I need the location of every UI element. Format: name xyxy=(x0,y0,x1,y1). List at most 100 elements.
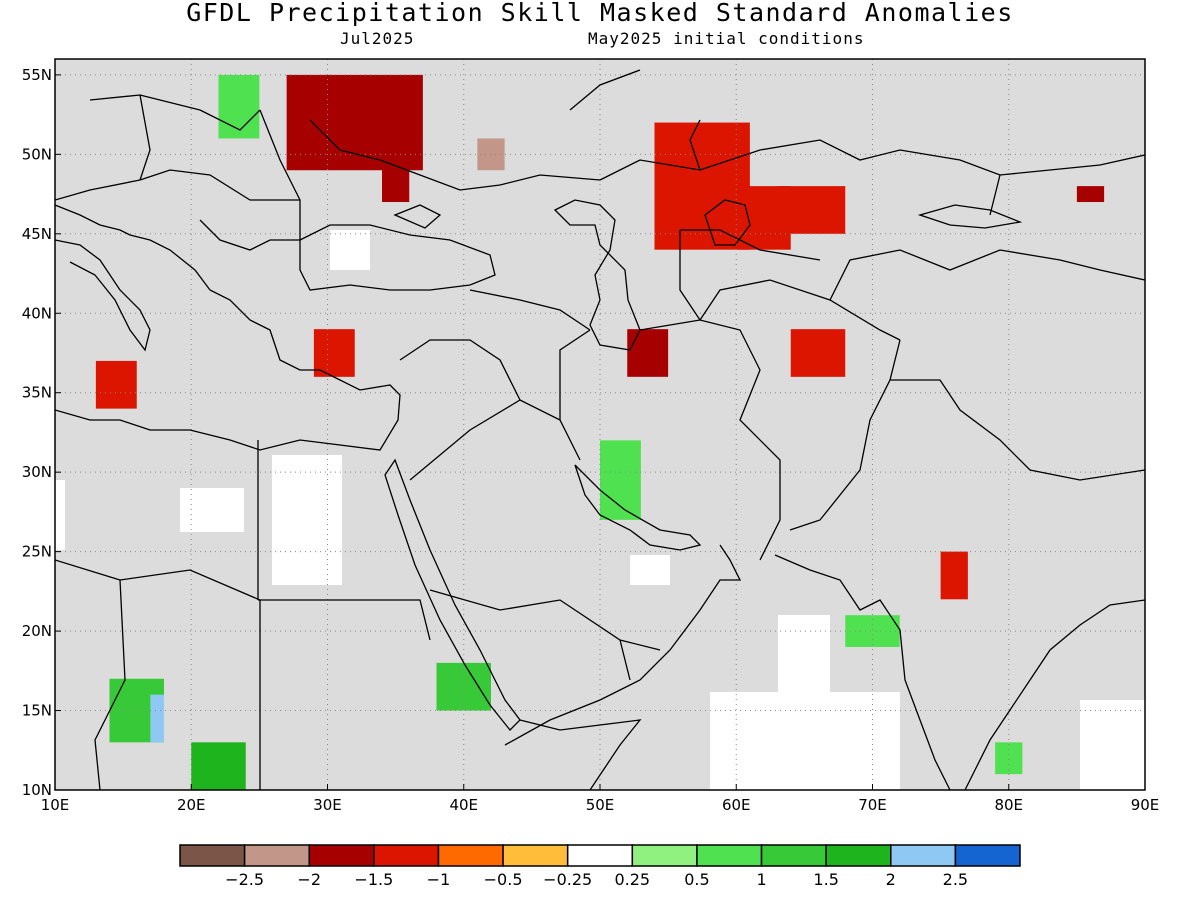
lat-tick-label: 30N xyxy=(22,463,52,481)
anomaly-patch xyxy=(995,742,1023,775)
lat-tick-label: 15N xyxy=(22,702,52,720)
colorbar-swatch xyxy=(437,844,504,867)
colorbar-swatch xyxy=(631,844,698,867)
colorbar-swatch xyxy=(308,844,375,867)
lon-tick-label: 10E xyxy=(41,796,70,814)
lon-tick-label: 90E xyxy=(1131,796,1160,814)
coastline-red-sea xyxy=(384,458,521,731)
border-line xyxy=(469,289,591,331)
coastline-arabia-south xyxy=(504,544,742,746)
border-line xyxy=(55,559,126,790)
colorbar-label: 2 xyxy=(886,870,896,889)
colorbar-label: 1.5 xyxy=(813,870,838,889)
anomaly-patch xyxy=(218,74,260,139)
border-line xyxy=(639,319,781,561)
border-line xyxy=(309,119,601,191)
border-line xyxy=(569,69,641,111)
map-title: GFDL Precipitation Skill Masked Standard… xyxy=(186,0,1014,27)
colorbar-swatch xyxy=(502,844,569,867)
border-line xyxy=(55,179,141,201)
lat-tick-label: 45N xyxy=(22,225,52,243)
anomaly-patch xyxy=(777,186,846,234)
colorbar-label: −1 xyxy=(427,870,451,889)
lat-tick-label: 50N xyxy=(22,145,52,163)
coastline-azov xyxy=(393,204,442,229)
lat-tick-label: 55N xyxy=(22,66,52,84)
border-line xyxy=(199,109,261,131)
border-line xyxy=(619,639,631,681)
coastline-italy xyxy=(55,239,151,352)
colorbar-label: −1.5 xyxy=(354,870,393,889)
colorbar-swatch xyxy=(373,844,440,867)
anomaly-patch xyxy=(1076,186,1105,203)
lon-tick-label: 50E xyxy=(586,796,615,814)
anomaly-patch xyxy=(191,742,246,790)
colorbar-swatch xyxy=(696,844,763,867)
colorbar-swatch xyxy=(890,844,957,867)
anomaly-patch xyxy=(790,329,846,377)
colorbar-label: −0.5 xyxy=(484,870,523,889)
lon-tick-label: 40E xyxy=(449,796,478,814)
coastline-caspian xyxy=(553,199,641,351)
colorbar-label: −2 xyxy=(297,870,321,889)
colorbar-swatch xyxy=(760,844,827,867)
border-line xyxy=(259,109,301,240)
anomaly-patch xyxy=(150,694,164,743)
anomaly-patch xyxy=(654,122,750,250)
anomaly-patch xyxy=(627,329,669,377)
border-line xyxy=(139,94,151,181)
border-line xyxy=(199,219,300,251)
border-line xyxy=(559,329,591,420)
lon-tick-label: 20E xyxy=(177,796,206,814)
lat-tick-label: 20N xyxy=(22,622,52,640)
border-line xyxy=(829,249,1145,301)
lon-tick-label: 80E xyxy=(994,796,1023,814)
colorbar-label: 2.5 xyxy=(943,870,968,889)
initial-conditions: May2025 initial conditions xyxy=(588,29,865,48)
border-line xyxy=(119,569,261,790)
border-line xyxy=(699,279,901,341)
lat-tick-label: 35N xyxy=(22,384,52,402)
lon-tick-label: 60E xyxy=(722,796,751,814)
border-line xyxy=(789,339,901,531)
border-line xyxy=(599,139,1145,181)
lat-tick-label: 40N xyxy=(22,304,52,322)
colorbar: −2.5 −2 −1.5 −1 −0.5 −0.25 0.25 0.5 1 1.5 2 2.5 xyxy=(179,844,1021,889)
white-masked-areas xyxy=(55,230,1145,790)
border-line xyxy=(429,589,661,651)
border-line xyxy=(258,599,431,641)
coastline-horn xyxy=(519,719,642,790)
anomaly-patch xyxy=(436,662,491,711)
border-line xyxy=(679,230,701,321)
border-line xyxy=(989,174,1001,216)
colorbar-label: 0.25 xyxy=(614,870,650,889)
colorbar-label: 1 xyxy=(756,870,766,889)
coastline-india-west xyxy=(774,554,951,790)
coastline-mediterranean xyxy=(55,204,401,451)
border-line xyxy=(689,119,701,171)
border-line xyxy=(680,229,821,261)
anomaly-patch xyxy=(95,360,137,409)
axis-labels: 10N 15N 20N 25N 30N 35N 40N 45N 50N 55N 10E 20E 30E 4… xyxy=(22,66,1160,814)
valid-month: Jul2025 xyxy=(340,29,415,48)
lon-tick-label: 70E xyxy=(858,796,887,814)
grid-lines xyxy=(55,59,1145,790)
colorbar-swatch xyxy=(566,844,634,867)
coastline-aral xyxy=(704,199,751,246)
colorbar-swatch xyxy=(179,844,246,867)
lat-tick-label: 10N xyxy=(22,781,52,799)
anomaly-patch xyxy=(940,551,968,600)
anomaly-patch xyxy=(313,329,355,377)
coastline-india-east xyxy=(964,599,1145,790)
colorbar-swatch xyxy=(825,844,892,867)
lon-tick-label: 30E xyxy=(313,796,342,814)
colorbar-swatch xyxy=(954,844,1021,867)
border-line xyxy=(399,339,521,401)
colorbar-label: −0.25 xyxy=(543,870,592,889)
colorbar-label: −2.5 xyxy=(225,870,264,889)
colorbar-swatch xyxy=(243,844,310,867)
lat-tick-label: 25N xyxy=(22,543,52,561)
border-line xyxy=(890,379,1145,481)
border-line xyxy=(139,169,300,201)
